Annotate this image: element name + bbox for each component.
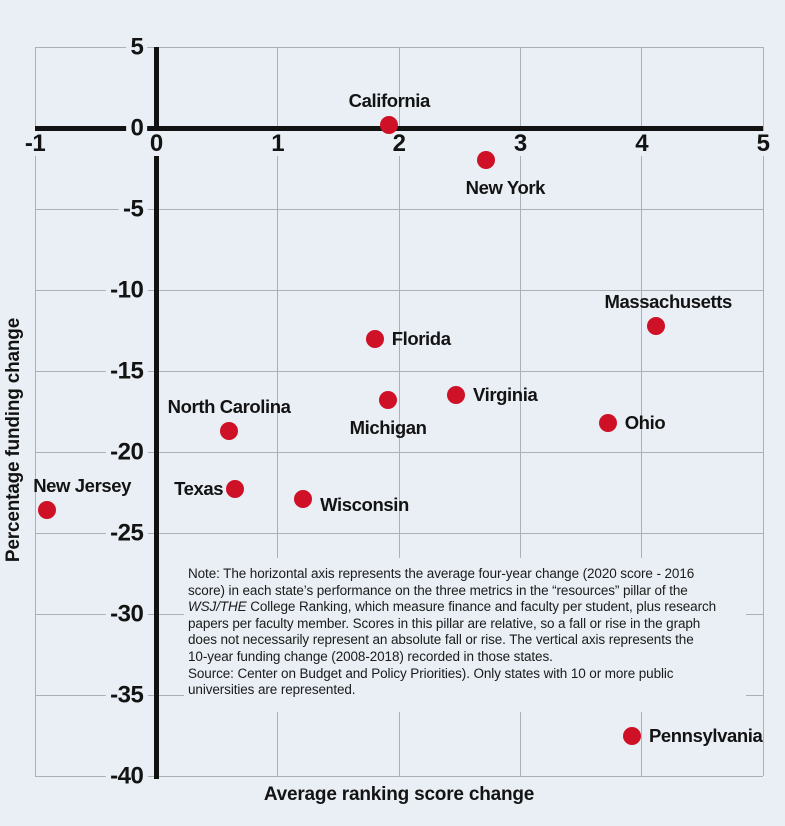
y-tick-label: 0	[126, 114, 148, 142]
gridline-horizontal	[35, 370, 763, 372]
gridline-horizontal	[35, 532, 763, 534]
note-line: score) in each state’s performance on th…	[188, 583, 746, 600]
y-tick-label: -10	[106, 276, 148, 304]
data-point-virginia	[447, 386, 466, 405]
note-text-segment: universities are represented.	[188, 682, 356, 698]
data-point-new-york	[477, 151, 496, 170]
note-line: 10-year funding change (2008-2018) recor…	[188, 649, 746, 666]
data-point-michigan	[379, 391, 398, 410]
y-tick-label: -20	[106, 438, 148, 466]
point-label-texas: Texas	[174, 478, 224, 500]
point-label-new-york: New York	[465, 177, 546, 199]
y-tick-label: -30	[106, 600, 148, 628]
x-tick-label: 0	[146, 131, 166, 156]
gridline-horizontal	[35, 289, 763, 291]
y-tick-label: -15	[106, 357, 148, 385]
gridline-horizontal	[35, 208, 763, 210]
note-text-segment: score) in each state’s performance on th…	[188, 582, 688, 598]
note-text-segment: does not necessarily represent an absolu…	[188, 632, 694, 648]
note-text-segment: Source: Center on Budget and Policy Prio…	[188, 665, 674, 681]
point-label-florida: Florida	[391, 327, 451, 349]
point-label-pennsylvania: Pennsylvania	[648, 724, 763, 746]
data-point-new-jersey	[38, 501, 57, 520]
gridline-vertical	[34, 47, 36, 776]
y-tick-label: 5	[126, 33, 148, 61]
y-axis-line	[153, 47, 159, 779]
y-tick-label: -5	[118, 195, 148, 223]
x-tick-label: -1	[21, 131, 49, 156]
point-label-ohio: Ohio	[624, 411, 666, 433]
x-tick-label: 2	[389, 131, 409, 156]
note-text-block: Note: The horizontal axis represents the…	[184, 558, 746, 712]
y-tick-label: -40	[106, 762, 148, 790]
gridline-vertical	[641, 47, 643, 776]
data-point-texas	[226, 480, 245, 499]
point-label-wisconsin: Wisconsin	[320, 493, 409, 515]
note-line: Note: The horizontal axis represents the…	[188, 566, 746, 583]
y-axis-title: Percentage funding change	[3, 317, 24, 563]
data-point-pennsylvania	[622, 726, 641, 745]
gridline-vertical	[277, 47, 279, 776]
data-point-california	[380, 115, 399, 134]
gridline-vertical	[519, 47, 521, 776]
gridline-vertical	[762, 47, 764, 776]
data-point-north-carolina	[220, 421, 239, 440]
point-label-california: California	[348, 89, 431, 111]
note-italic-segment: WSJ/THE	[188, 599, 247, 615]
gridline-horizontal	[35, 451, 763, 453]
note-line: does not necessarily represent an absolu…	[188, 632, 746, 649]
data-point-wisconsin	[294, 489, 313, 508]
note-text-segment: papers per faculty member. Scores in thi…	[188, 615, 701, 631]
gridline-vertical	[398, 47, 400, 776]
point-label-virginia: Virginia	[473, 384, 538, 406]
note-text-segment: 10-year funding change (2008-2018) recor…	[188, 648, 553, 664]
note-line: papers per faculty member. Scores in thi…	[188, 616, 746, 633]
y-tick-label: -25	[106, 519, 148, 547]
note-text-segment: College Ranking, which measure finance a…	[246, 599, 717, 615]
x-tick-label: 4	[632, 131, 652, 156]
data-point-florida	[365, 329, 384, 348]
y-tick-label: -35	[106, 681, 148, 709]
point-label-michigan: Michigan	[349, 417, 427, 439]
x-tick-label: 5	[753, 131, 773, 156]
x-axis-title: Average ranking score change	[263, 784, 535, 805]
point-label-north-carolina: North Carolina	[167, 395, 291, 417]
gridline-horizontal	[35, 775, 763, 777]
gridline-horizontal	[35, 46, 763, 48]
point-label-new-jersey: New Jersey	[33, 475, 132, 497]
x-tick-label: 3	[510, 131, 530, 156]
note-text-segment: Note: The horizontal axis represents the…	[188, 566, 695, 581]
x-axis-line	[35, 125, 763, 131]
data-point-ohio	[598, 413, 617, 432]
note-line: universities are represented.	[188, 682, 746, 699]
note-line: WSJ/THE College Ranking, which measure f…	[188, 599, 746, 616]
note-line: Source: Center on Budget and Policy Prio…	[188, 666, 746, 683]
data-point-massachusetts	[647, 316, 666, 335]
x-tick-label: 1	[268, 131, 288, 156]
point-label-massachusetts: Massachusetts	[604, 290, 732, 312]
